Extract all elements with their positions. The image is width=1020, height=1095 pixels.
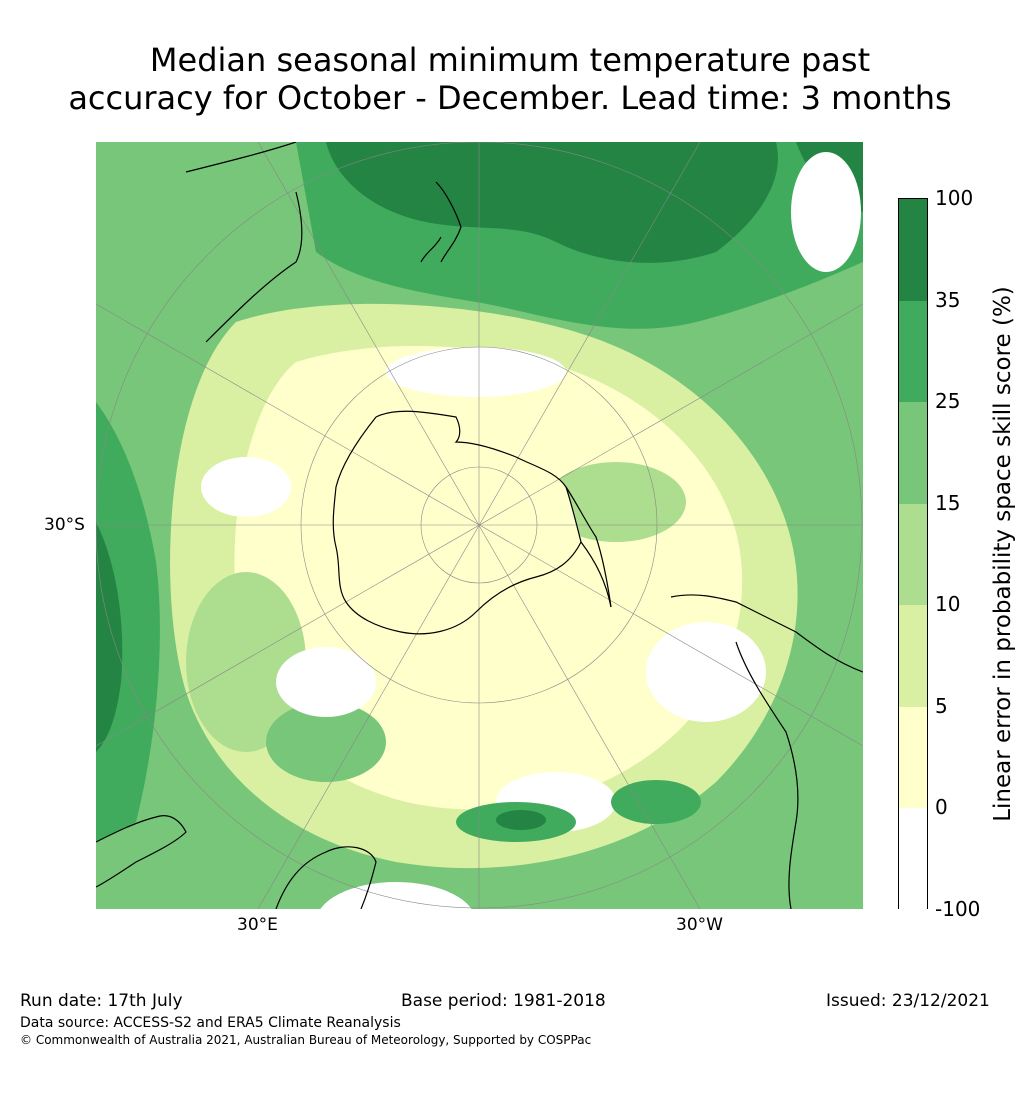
antarctic-peninsula <box>565 486 612 608</box>
colorbar <box>898 198 928 911</box>
negative-skill-patch-1 <box>201 457 291 517</box>
title-line-2: accuracy for October - December. Lead ti… <box>68 79 952 117</box>
run-date: Run date: 17th July <box>20 991 183 1011</box>
colorbar-bin <box>899 199 927 302</box>
very-high-skill-region-west <box>96 522 123 752</box>
graticule <box>96 142 863 909</box>
negative-skill-patch-5 <box>276 647 376 717</box>
africa-coastline <box>185 142 303 343</box>
negative-skill-patch-6 <box>791 152 861 272</box>
negative-skill-patch-3 <box>386 347 566 397</box>
antarctica-coastline <box>332 410 612 635</box>
meridian-line <box>257 142 701 909</box>
new-zealand-coastline <box>420 181 462 263</box>
high-skill-patch-south-2 <box>611 780 701 824</box>
very-high-skill-patch-south <box>496 810 546 830</box>
very-high-skill-region-north <box>326 142 778 263</box>
colorbar-tick-label: 100 <box>935 186 974 210</box>
moderate-skill-patch-3 <box>266 702 386 782</box>
moderate-skill-patch-1 <box>186 572 306 752</box>
map-canvas <box>96 142 863 909</box>
issued-date: Issued: 23/12/2021 <box>826 991 990 1011</box>
colorbar-tick-label: 15 <box>935 490 961 515</box>
colorbar-bin <box>899 300 927 403</box>
colorbar-tick-label: 5 <box>935 693 948 718</box>
base-period: Base period: 1981-2018 <box>401 991 606 1011</box>
australia-coastline <box>96 815 377 909</box>
colorbar-bin <box>899 402 927 505</box>
colorbar-tick-label: 35 <box>935 287 961 312</box>
latitude-label: 30°S <box>44 515 85 535</box>
colorbar-bin <box>899 605 927 708</box>
colorbar-bin <box>899 706 927 809</box>
colorbar-bin <box>899 503 927 606</box>
colorbar-tick-label: 25 <box>935 389 961 414</box>
longitude-label-east: 30°E <box>237 915 278 935</box>
coastlines <box>96 142 863 909</box>
negative-skill-patch-2 <box>646 622 766 722</box>
high-skill-region-west <box>96 402 160 842</box>
longitude-label-west: 30°W <box>676 915 723 935</box>
title-line-1: Median seasonal minimum temperature past <box>149 41 871 79</box>
high-skill-patch-east <box>806 602 863 782</box>
south-america-coastline <box>670 594 863 909</box>
colorbar-tick-label: -100 <box>935 897 981 921</box>
moderate-skill-patch-2 <box>546 462 686 542</box>
colorbar-bin <box>899 808 927 911</box>
colorbar-tick-label: 0 <box>935 795 948 820</box>
data-source: Data source: ACCESS-S2 and ERA5 Climate … <box>20 1015 401 1031</box>
colorbar-label: Linear error in probability space skill … <box>990 286 1016 822</box>
copyright: © Commonwealth of Australia 2021, Austra… <box>20 1033 592 1047</box>
skill-score-map <box>96 142 863 909</box>
colorbar-tick-label: 10 <box>935 592 961 617</box>
